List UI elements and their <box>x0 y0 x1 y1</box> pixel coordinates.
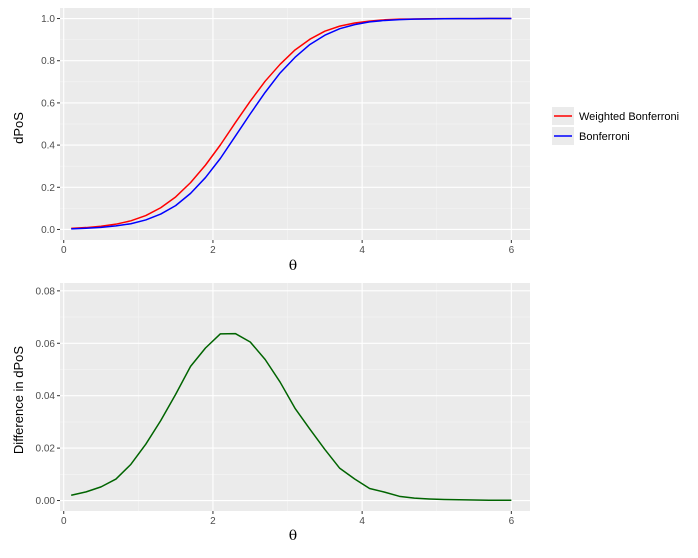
bottom-line-series-0 <box>71 332 512 502</box>
top-y-tick-label: 0.4 <box>41 141 55 152</box>
top-x-tick-label: 6 <box>509 245 515 256</box>
bottom-x-tick-label: 6 <box>509 516 515 527</box>
bottom-panel: Difference in dPoS θ 0 2 4 6 0.00 0.02 0.04 0.0… <box>11 283 530 544</box>
legend-label-bonferroni: Bonferroni <box>579 131 630 143</box>
bottom-x-axis-title: θ <box>289 528 297 544</box>
top-y-axis-title: dPoS <box>11 112 26 144</box>
top-y-tick-label: 1.0 <box>41 14 55 25</box>
bottom-x-tick-label: 2 <box>210 516 216 527</box>
top-x-tick-label: 4 <box>359 245 365 256</box>
top-panel: dPoS θ 0 2 4 6 0.0 0.2 0.4 0.6 0.8 1.0 <box>11 8 530 274</box>
bottom-x-tick-label: 4 <box>359 516 365 527</box>
legend-label-weighted-bonferroni: Weighted Bonferroni <box>579 111 679 123</box>
bottom-x-tick-label: 0 <box>61 516 67 527</box>
top-line-bonferroni <box>71 17 512 230</box>
legend: Weighted Bonferroni Bonferroni <box>550 104 680 150</box>
bottom-y-tick-label: 0.04 <box>36 391 56 402</box>
bottom-y-tick-label: 0.06 <box>36 339 56 350</box>
top-y-tick-label: 0.6 <box>41 98 55 109</box>
top-y-tick-label: 0.2 <box>41 183 55 194</box>
bottom-y-tick-label: 0.02 <box>36 444 56 455</box>
top-y-tick-label: 0.8 <box>41 56 55 67</box>
top-x-axis-title: θ <box>289 258 297 274</box>
bottom-y-tick-label: 0.08 <box>36 286 56 297</box>
bottom-y-axis-title: Difference in dPoS <box>11 346 26 454</box>
top-x-tick-label: 2 <box>210 245 216 256</box>
bottom-y-tick-label: 0.00 <box>36 496 56 507</box>
top-y-tick-label: 0.0 <box>41 225 55 236</box>
top-x-tick-label: 0 <box>61 245 67 256</box>
